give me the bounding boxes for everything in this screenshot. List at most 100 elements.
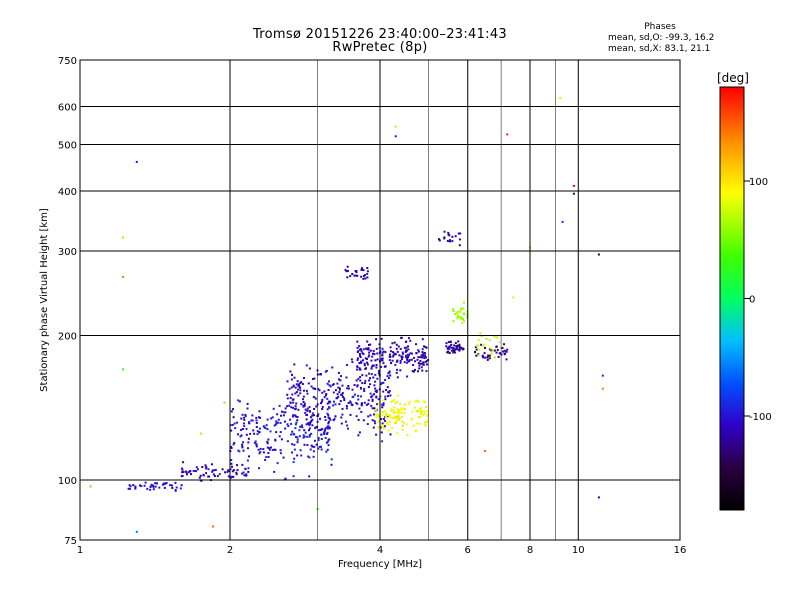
data-point bbox=[306, 444, 309, 446]
data-point bbox=[362, 419, 365, 422]
data-point bbox=[389, 374, 392, 377]
data-point bbox=[253, 432, 256, 435]
data-point bbox=[227, 475, 230, 478]
data-point bbox=[365, 374, 368, 377]
data-point bbox=[405, 354, 408, 357]
data-point bbox=[270, 417, 273, 420]
data-point bbox=[462, 317, 464, 320]
data-point bbox=[396, 359, 399, 362]
data-point bbox=[372, 352, 374, 355]
data-point bbox=[388, 391, 391, 394]
data-point bbox=[419, 415, 422, 418]
data-point bbox=[416, 358, 419, 361]
data-point bbox=[386, 416, 389, 419]
data-point bbox=[306, 409, 309, 412]
data-point bbox=[308, 427, 311, 430]
data-point bbox=[364, 357, 367, 360]
data-point bbox=[374, 387, 377, 390]
data-point bbox=[396, 400, 399, 403]
data-point bbox=[290, 406, 293, 409]
data-point bbox=[380, 365, 383, 368]
data-point bbox=[180, 484, 183, 487]
data-point bbox=[311, 424, 314, 427]
data-point bbox=[308, 456, 311, 459]
data-point bbox=[453, 349, 455, 352]
data-point bbox=[361, 267, 363, 270]
data-point bbox=[247, 447, 249, 450]
data-point bbox=[397, 415, 400, 418]
data-point bbox=[349, 401, 352, 404]
data-point bbox=[321, 405, 324, 408]
data-point bbox=[403, 408, 406, 411]
data-point bbox=[422, 413, 425, 416]
data-point bbox=[384, 379, 387, 381]
data-point bbox=[363, 387, 366, 390]
data-point bbox=[328, 426, 331, 429]
data-point bbox=[412, 370, 415, 373]
data-point bbox=[244, 467, 247, 470]
outlier-point bbox=[200, 432, 203, 435]
data-point bbox=[503, 343, 505, 346]
data-point bbox=[389, 413, 392, 416]
data-point bbox=[311, 412, 314, 415]
data-point bbox=[279, 422, 282, 424]
data-point bbox=[401, 351, 404, 354]
data-point bbox=[498, 341, 501, 344]
data-point bbox=[367, 402, 370, 405]
data-point bbox=[290, 386, 293, 389]
data-point bbox=[424, 401, 426, 403]
data-point bbox=[382, 362, 385, 365]
data-point bbox=[395, 371, 398, 374]
data-point bbox=[332, 404, 335, 407]
data-point bbox=[245, 427, 248, 430]
data-point bbox=[360, 360, 363, 363]
data-point bbox=[425, 421, 428, 424]
data-point bbox=[326, 402, 329, 405]
data-point bbox=[336, 393, 339, 396]
data-point bbox=[327, 427, 330, 430]
data-point bbox=[283, 411, 286, 414]
data-point bbox=[364, 277, 367, 280]
data-point bbox=[370, 373, 373, 376]
data-point bbox=[457, 311, 459, 314]
data-point bbox=[366, 267, 369, 269]
data-point bbox=[419, 411, 422, 414]
data-point bbox=[395, 347, 398, 350]
data-point bbox=[293, 433, 296, 436]
outlier-point bbox=[572, 184, 575, 187]
data-point bbox=[302, 398, 304, 401]
data-point bbox=[291, 430, 294, 433]
data-point bbox=[326, 382, 329, 385]
x-tick-label: 1 bbox=[77, 545, 83, 556]
data-point bbox=[458, 244, 461, 247]
data-point bbox=[373, 353, 376, 356]
data-point bbox=[328, 380, 330, 383]
data-point bbox=[480, 335, 483, 338]
data-point bbox=[276, 413, 279, 416]
data-point bbox=[387, 423, 390, 426]
data-point bbox=[460, 307, 463, 310]
data-point bbox=[296, 380, 299, 383]
data-point bbox=[423, 421, 426, 424]
data-point bbox=[327, 420, 330, 423]
data-point bbox=[421, 410, 424, 413]
data-point bbox=[247, 441, 250, 444]
data-point bbox=[308, 475, 311, 478]
outlier-point bbox=[89, 485, 92, 488]
data-point bbox=[334, 403, 337, 406]
data-point bbox=[383, 425, 386, 428]
data-point bbox=[376, 414, 379, 417]
data-point bbox=[129, 487, 131, 490]
data-point bbox=[158, 486, 161, 489]
data-point bbox=[336, 397, 339, 399]
data-point bbox=[406, 361, 408, 364]
data-point bbox=[297, 394, 300, 397]
data-point bbox=[310, 444, 313, 447]
data-point bbox=[408, 353, 410, 356]
data-point bbox=[489, 347, 492, 350]
data-point bbox=[292, 414, 295, 417]
data-point bbox=[230, 429, 233, 432]
data-point bbox=[448, 347, 451, 350]
data-point bbox=[423, 410, 426, 413]
data-point bbox=[479, 332, 482, 335]
